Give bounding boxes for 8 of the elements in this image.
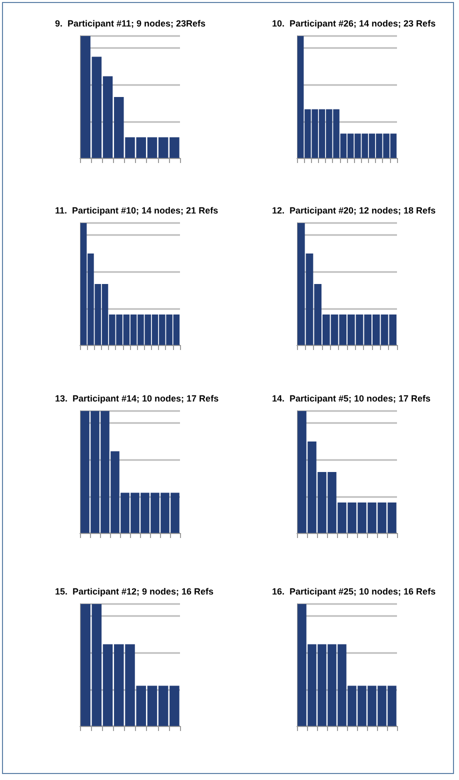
- chart-title: 11. Participant #10; 14 nodes; 21 Refs: [55, 206, 218, 216]
- chart-title: 12. Participant #20; 12 nodes; 18 Refs: [272, 206, 436, 216]
- chart-title: 13. Participant #14; 10 nodes; 17 Refs: [55, 394, 219, 404]
- chart-title: 9. Participant #11; 9 nodes; 23Refs: [55, 18, 206, 28]
- chart-title: 16. Participant #25; 10 nodes; 16 Refs: [272, 586, 436, 596]
- chart-title: 15. Participant #12; 9 nodes; 16 Refs: [55, 586, 214, 596]
- chart-title: 10. Participant #26; 14 nodes; 23 Refs: [272, 18, 436, 28]
- chart-title: 14. Participant #5; 10 nodes; 17 Refs: [272, 394, 431, 404]
